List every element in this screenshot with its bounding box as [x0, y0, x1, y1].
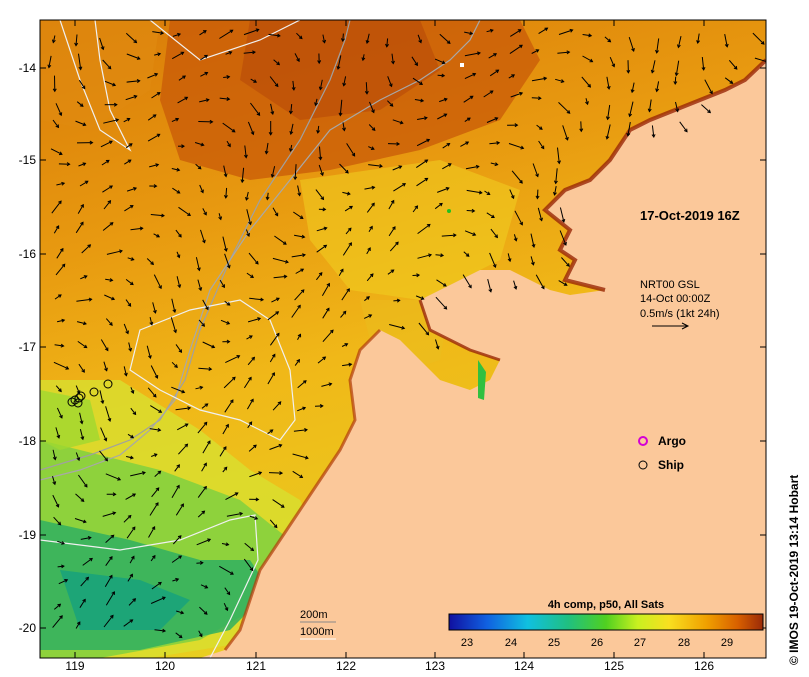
y-tick-label: -16	[19, 247, 37, 261]
x-tick-label: 121	[246, 659, 266, 672]
y-tick-label: -15	[19, 153, 37, 167]
current-scale-label: 0.5m/s (1kt 24h)	[640, 308, 719, 320]
colorbar-tick: 29	[721, 637, 733, 649]
colorbar-gradient	[449, 614, 763, 630]
colorbar-tick: 25	[548, 637, 560, 649]
current-time-label: 14-Oct 00:00Z	[640, 293, 711, 305]
current-arrow-icon	[269, 473, 282, 474]
colorbar-tick: 23	[461, 637, 473, 649]
x-tick-label: 125	[604, 659, 624, 672]
legend-argo-label: Argo	[658, 434, 686, 448]
colorbar-tick: 27	[634, 637, 646, 649]
depth-label-1000: 1000m	[300, 626, 334, 638]
x-tick-label: 124	[514, 659, 534, 672]
island	[460, 63, 464, 67]
x-tick-label: 120	[155, 659, 175, 672]
credit-label: © IMOS 19-Oct-2019 13:14 Hobart	[787, 475, 801, 665]
plot-area	[40, 20, 769, 658]
y-tick-label: -17	[19, 340, 37, 354]
argo-float-marker	[447, 209, 451, 213]
colorbar-tick: 26	[591, 637, 603, 649]
x-tick-label: 123	[425, 659, 445, 672]
legend-ship-label: Ship	[658, 458, 684, 472]
y-tick-label: -20	[19, 621, 37, 635]
colorbar-tick: 24	[505, 637, 517, 649]
y-tick-label: -18	[19, 434, 37, 448]
colorbar-tick: 28	[678, 637, 690, 649]
depth-label-200: 200m	[300, 609, 328, 621]
x-tick-label: 119	[65, 659, 84, 672]
y-tick-label: -19	[19, 528, 37, 542]
x-tick-label: 122	[336, 659, 356, 672]
y-tick-label: -14	[19, 61, 37, 75]
colorbar-title: 4h comp, p50, All Sats	[548, 599, 664, 611]
timestamp-label: 17-Oct-2019 16Z	[640, 208, 740, 223]
current-model-label: NRT00 GSL	[640, 279, 700, 291]
x-tick-label: 126	[694, 659, 714, 672]
